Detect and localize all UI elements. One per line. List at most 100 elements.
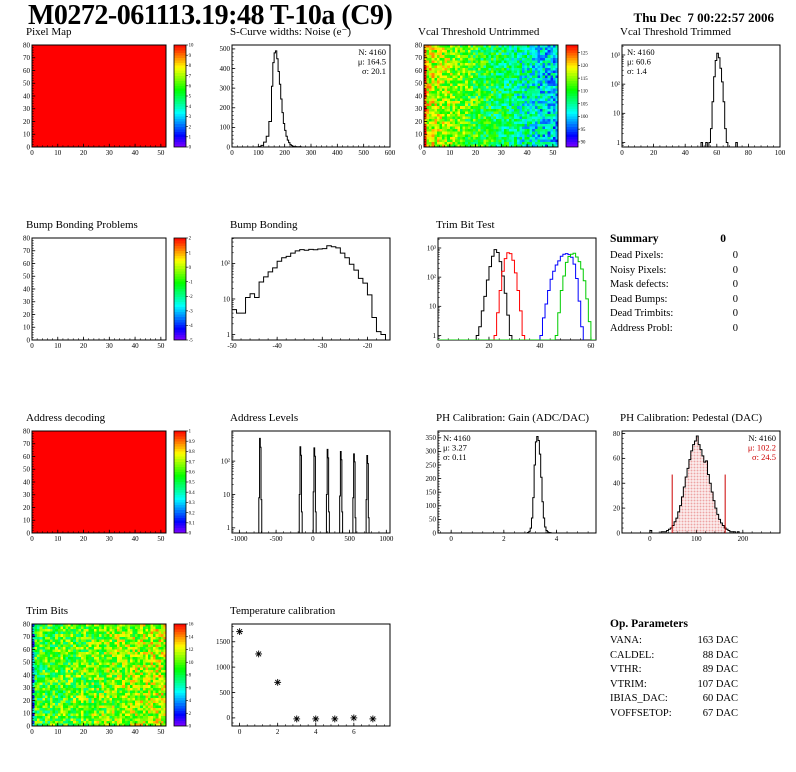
svg-text:300: 300 [220,84,231,92]
svg-text:10: 10 [429,303,437,311]
panel-bump-bonding: Bump Bonding -50 -40 -30 -20 1 10 10² [202,219,402,364]
summary-row-value: 0 [732,279,738,290]
svg-text:μ: 60.6: μ: 60.6 [627,57,651,67]
summary-row: Dead Pixels: 0 [610,249,738,264]
svg-text:95: 95 [581,128,586,133]
svg-text:100: 100 [426,502,437,510]
trim-bits-chart: 0 10 20 30 40 5001020304050607080024681012141… [23,620,194,736]
svg-text:60: 60 [23,67,31,75]
summary-row-value: 0 [732,264,738,276]
svg-text:100: 100 [775,149,786,157]
svg-text:0.5: 0.5 [189,481,196,486]
svg-text:0: 0 [422,149,426,157]
svg-text:105: 105 [581,102,589,107]
summary-row: Dead Trimbits: 0 [610,307,738,322]
svg-text:20: 20 [472,149,480,157]
svg-text:3: 3 [189,115,192,120]
svg-text:10: 10 [23,324,31,332]
pixel-map-chart: 0 10 20 30 40 50 0 10 20 30 40 50 60 70 80 0 1 2 3 4 5 6 7 8 9 10 [23,41,194,157]
op-parameters-panel: Op. Parameters VANA: 163 DAC CALDEL: 88 … [610,618,770,721]
panel-scurve-noise: S-Curve widths: Noise (e⁻) 0 100 200 300 400… [202,26,402,171]
svg-text:60: 60 [415,67,423,75]
svg-text:10: 10 [23,517,31,525]
svg-text:500: 500 [220,45,231,53]
svg-text:1000: 1000 [379,535,394,543]
svg-text:0: 0 [30,342,34,350]
svg-text:0: 0 [30,149,34,157]
op-parameter-label: VOFFSETOP: [610,707,672,719]
op-parameter-row: VOFFSETOP: 67 DAC [610,707,738,722]
svg-text:40: 40 [132,149,140,157]
svg-text:1: 1 [227,524,231,532]
svg-text:50: 50 [23,80,31,88]
svg-text:0: 0 [230,149,234,157]
svg-text:200: 200 [738,535,749,543]
svg-text:50: 50 [157,342,165,350]
svg-text:10²: 10² [221,457,230,465]
svg-text:10: 10 [54,535,62,543]
svg-text:40: 40 [415,92,423,100]
summary-row-value: 0 [732,250,738,261]
svg-text:-1000: -1000 [231,535,248,543]
svg-text:10³: 10³ [427,244,436,252]
svg-text:N: 4160: N: 4160 [748,433,776,443]
svg-text:10: 10 [223,295,231,303]
svg-text:100: 100 [581,115,589,120]
summary-row-label: Mask defects: [610,279,669,290]
svg-text:σ: 24.5: σ: 24.5 [752,452,776,462]
svg-text:10²: 10² [611,80,620,88]
svg-text:70: 70 [23,247,31,255]
summary-row: Address Probl: 0 [610,322,738,337]
svg-text:20: 20 [613,504,621,512]
panel-pixel-map: Pixel Map 0 10 20 30 40 50 0 10 20 30 40 50 60 70 80 0 1… [16,26,216,171]
scurve-noise-chart: 0 100 200 300 400 500 600 0 100 200 300 400 500 N: 41… [220,44,396,157]
svg-text:7: 7 [189,74,192,79]
chart-title: Vcal Threshold Untrimmed [418,26,540,38]
summary-row-label: Address Probl: [610,322,673,334]
svg-text:10: 10 [223,491,231,499]
svg-text:-5: -5 [189,339,194,344]
timestamp: Thu Dec 7 00:22:57 2006 [633,10,774,25]
svg-text:0.2: 0.2 [189,511,196,516]
svg-text:1: 1 [227,331,231,339]
svg-text:0.7: 0.7 [189,460,196,465]
svg-text:350: 350 [426,434,437,442]
svg-text:10: 10 [54,149,62,157]
address-decoding-chart: 0 10 20 30 40 50 0 10 20 30 40 50 60 70 80 0 0.1 0.2 0.3 0.… [23,427,196,543]
op-parameter-value: 67 DAC [702,707,738,719]
svg-text:10: 10 [23,131,31,139]
summary-row-value: 0 [732,322,738,334]
panel-trim-bits: Trim Bits 0 10 20 30 40 50 0 10 20 30 40 50 60 70 80 0 2… [16,605,216,750]
chart-title: Pixel Map [26,26,72,38]
op-parameter-label: VTRIM: [610,678,647,690]
svg-text:150: 150 [426,489,437,497]
svg-text:50: 50 [429,516,437,524]
vcal-untrimmed-chart: 0 10 20 30 40 50 0 10 20 30 40 50 60 70 80 90 95 100 105 11… [415,41,589,157]
svg-text:60: 60 [613,455,621,463]
svg-text:μ: 164.5: μ: 164.5 [358,57,386,67]
svg-text:1: 1 [189,136,192,141]
svg-text:60: 60 [23,260,31,268]
panel-trim-bit-test: Trim Bit Test 0 20 40 60 1 10 10² 10³ [408,219,608,364]
svg-text:0: 0 [648,535,652,543]
svg-text:40: 40 [132,342,140,350]
svg-text:1: 1 [189,430,192,435]
svg-text:50: 50 [23,466,31,474]
svg-text:40: 40 [682,149,690,157]
svg-text:0: 0 [449,535,453,543]
svg-text:0.6: 0.6 [189,471,196,476]
svg-text:60: 60 [23,453,31,461]
svg-text:20: 20 [23,504,31,512]
svg-text:125: 125 [581,51,589,56]
svg-text:500: 500 [358,149,369,157]
svg-text:0.8: 0.8 [189,450,196,455]
svg-text:0.3: 0.3 [189,501,196,506]
svg-text:80: 80 [613,430,621,438]
svg-text:N: 4160: N: 4160 [627,47,655,57]
summary-rows: Dead Pixels: 0 Noisy Pixels: 0 Mask defe… [610,249,770,336]
svg-text:120: 120 [581,64,589,69]
op-parameter-row: IBIAS_DAC: 60 DAC [610,692,738,707]
svg-text:20: 20 [80,535,88,543]
svg-text:600: 600 [385,149,396,157]
